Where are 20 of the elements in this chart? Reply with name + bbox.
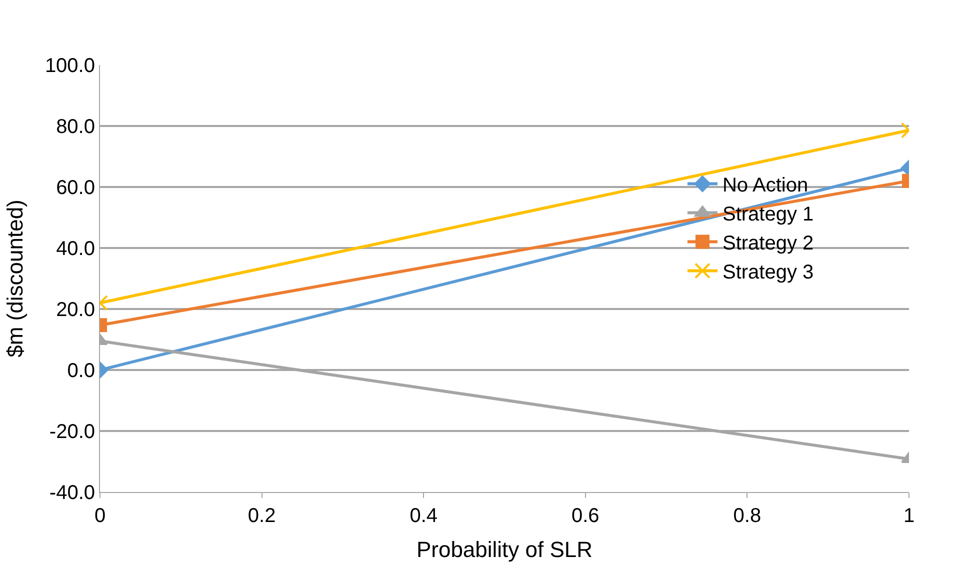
y-tick-label: 20.0 (56, 299, 95, 321)
y-tick-label: -20.0 (49, 421, 95, 443)
y-tick-label: 100.0 (44, 55, 95, 77)
y-tick-label: 40.0 (56, 238, 95, 260)
y-tick-label: 0.0 (67, 360, 95, 382)
x-tick-label: 0.2 (248, 505, 276, 527)
y-tick-label: 60.0 (56, 177, 95, 199)
y-tick-label: -40.0 (49, 482, 95, 504)
x-tick-label: 0.6 (571, 505, 600, 527)
x-tick-label: 0.8 (733, 505, 762, 527)
y-axis-title: $m (discounted) (2, 200, 28, 358)
x-tick-label: 0.4 (410, 505, 438, 527)
legend-label: Strategy 3 (722, 262, 814, 284)
legend-label: No Action (722, 174, 808, 197)
y-tick-label: 80.0 (56, 116, 95, 138)
x-axis-title: Probability of SLR (416, 536, 593, 562)
x-tick-label: 0 (94, 505, 106, 527)
legend-label: Strategy 1 (722, 204, 814, 226)
legend-label: Strategy 2 (722, 232, 814, 255)
x-tick-label: 1 (903, 505, 915, 527)
